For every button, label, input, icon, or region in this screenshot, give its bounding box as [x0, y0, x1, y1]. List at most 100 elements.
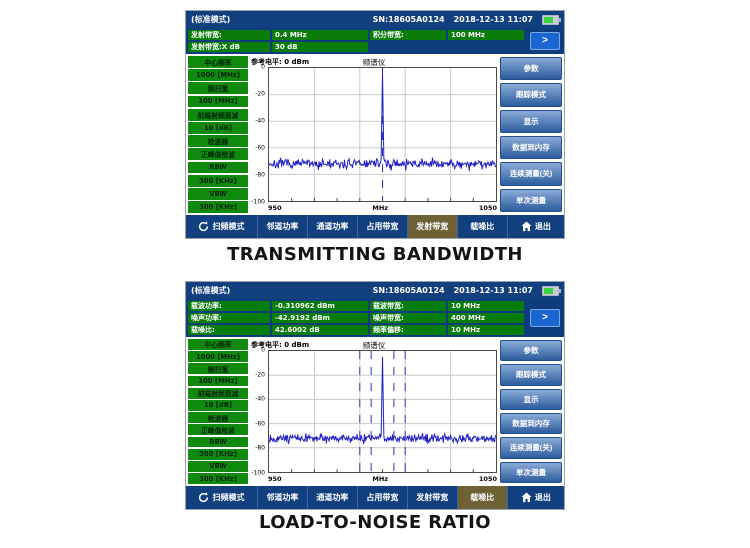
datetime: 2018-12-13 11:07 [453, 15, 533, 24]
channel-power-button[interactable]: 通道功率 [308, 215, 358, 238]
frequency-offset-value: 10 MHz [448, 325, 524, 335]
detector-label[interactable]: 检波器 [188, 412, 248, 423]
spectrum-chart: 参考电平: 0 dBm 频谱仪 0 -20 -40 -60 -80 -100 9… [250, 339, 498, 484]
rf-attenuation-label[interactable]: 前端射频衰减 [188, 387, 248, 399]
titlebar: (标准模式) SN:18605A0124 2018-12-13 11:07 [186, 11, 564, 28]
mode-label: (标准模式) [191, 15, 231, 24]
transmit-bandwidth-button[interactable]: 发射带宽 [407, 215, 458, 238]
softkey-menu: 参数 跟踪模式 显示 数据到内存 连续测量(关) 单次测量 [500, 56, 562, 213]
exit-button[interactable]: 退出 [508, 486, 564, 509]
more-pages-button[interactable]: > [530, 309, 560, 327]
occupied-bandwidth-button[interactable]: 占用带宽 [358, 486, 408, 509]
rbw-label[interactable]: RBW [188, 161, 248, 174]
sweep-mode-button[interactable]: 扫频模式 [186, 215, 258, 238]
detector-label[interactable]: 检波器 [188, 135, 248, 147]
y-tick: -80 [255, 171, 265, 179]
exit-label: 退出 [534, 222, 551, 231]
titlebar-right: SN:18605A0124 2018-12-13 11:07 [373, 14, 561, 25]
y-tick: -60 [255, 144, 265, 152]
reference-level-label: 参考电平: 0 dBm [251, 341, 310, 349]
adjacent-channel-power-button[interactable]: 邻道功率 [258, 215, 308, 238]
x-tick-end: 1050 [478, 203, 497, 212]
y-tick: -100 [251, 198, 265, 206]
vbw-label[interactable]: VBW [188, 188, 248, 200]
carrier-noise-ratio-value: 42.6002 dB [272, 325, 368, 335]
data-to-memory-button[interactable]: 数据到内存 [500, 135, 562, 160]
main-area: 中心频率 1000 [MHz] 频扫宽 100 [MHz] 前端射频衰减 10 … [186, 54, 564, 215]
span-value[interactable]: 100 [MHz] [188, 375, 248, 387]
rf-attenuation-label[interactable]: 前端射频衰减 [188, 108, 248, 121]
channel-power-button[interactable]: 通道功率 [308, 486, 358, 509]
exit-button[interactable]: 退出 [508, 215, 564, 238]
spectrum-chart: 参考电平: 0 dBm 频谱仪 0 -20 -40 -60 -80 -100 9… [250, 56, 498, 213]
x-axis-unit: MHz [372, 203, 389, 212]
trace-mode-button[interactable]: 跟踪模式 [500, 83, 562, 107]
measurement-readouts: 载波功率: -0.310962 dBm 载波带宽: 10 MHz 噪声功率: -… [186, 299, 564, 337]
span-label[interactable]: 频扫宽 [188, 82, 248, 95]
display-button[interactable]: 显示 [500, 388, 562, 410]
center-frequency-value[interactable]: 1000 [MHz] [188, 351, 248, 362]
reference-level-label: 参考电平: 0 dBm [251, 58, 310, 66]
display-button[interactable]: 显示 [500, 109, 562, 133]
transmit-bandwidth-value: 0.4 MHz [272, 30, 368, 40]
span-label[interactable]: 频扫宽 [188, 363, 248, 375]
x-tick-start: 950 [268, 203, 282, 212]
home-icon [521, 492, 532, 503]
transmit-bandwidth-button[interactable]: 发射带宽 [408, 486, 458, 509]
rbw-value[interactable]: 300 [KHz] [188, 174, 248, 187]
y-tick: -80 [255, 444, 265, 452]
chart-title: 频谱仪 [362, 58, 386, 67]
caption-load-to-noise-ratio: LOAD-TO-NOISE RATIO [259, 512, 491, 533]
vbw-value[interactable]: 300 [KHz] [188, 473, 248, 484]
home-icon [521, 221, 532, 232]
params-button[interactable]: 参数 [500, 340, 562, 362]
battery-tip [559, 17, 561, 22]
carrier-power-label: 载波功率: [188, 301, 270, 311]
vbw-label[interactable]: VBW [188, 461, 248, 472]
sweep-mode-label: 扫频模式 [212, 222, 245, 231]
sweep-mode-button[interactable]: 扫频模式 [186, 486, 258, 509]
single-measure-button[interactable]: 单次测量 [500, 188, 562, 212]
spectrum-trace-svg [269, 68, 496, 201]
readout-row: 发射带宽: 0.4 MHz 积分带宽: 100 MHz [188, 30, 524, 40]
more-pages-button[interactable]: > [530, 32, 560, 50]
continuous-measure-button[interactable]: 连续测量(关) [500, 437, 562, 459]
detector-value[interactable]: 正峰值检波 [188, 424, 248, 436]
integration-bandwidth-value: 100 MHz [448, 30, 524, 40]
rf-attenuation-value[interactable]: 10 [dB] [188, 122, 248, 134]
center-frequency-label[interactable]: 中心频率 [188, 56, 248, 68]
battery-icon [542, 14, 561, 25]
y-tick: 0 [261, 63, 265, 71]
y-tick: -40 [255, 117, 265, 125]
titlebar-right: SN:18605A0124 2018-12-13 11:07 [373, 285, 561, 296]
carrier-noise-ratio-button[interactable]: 载噪比 [457, 486, 508, 509]
occupied-bandwidth-button[interactable]: 占用带宽 [358, 215, 408, 238]
sweep-mode-label: 扫频模式 [212, 493, 245, 502]
datetime: 2018-12-13 11:07 [453, 286, 533, 295]
params-button[interactable]: 参数 [500, 57, 562, 81]
trace-mode-button[interactable]: 跟踪模式 [500, 364, 562, 386]
rbw-value[interactable]: 300 [KHz] [188, 448, 248, 460]
readout-row: 噪声功率: -42.9192 dBm 噪声带宽: 400 MHz [188, 313, 524, 323]
y-axis-labels: 0 -20 -40 -60 -80 -100 [251, 63, 268, 206]
parameter-sidebar: 中心频率 1000 [MHz] 频扫宽 100 [MHz] 前端射频衰减 10 … [188, 56, 248, 213]
single-measure-button[interactable]: 单次测量 [500, 461, 562, 483]
noise-power-label: 噪声功率: [188, 313, 270, 323]
xdb-bandwidth-value: 30 dB [272, 42, 368, 52]
span-value[interactable]: 100 [MHz] [188, 95, 248, 108]
battery-icon [542, 285, 561, 296]
center-frequency-label[interactable]: 中心频率 [188, 339, 248, 350]
center-frequency-value[interactable]: 1000 [MHz] [188, 69, 248, 81]
carrier-noise-ratio-button[interactable]: 载噪比 [458, 215, 508, 238]
vbw-value[interactable]: 300 [KHz] [188, 201, 248, 213]
rf-attenuation-value[interactable]: 10 [dB] [188, 400, 248, 411]
detector-value[interactable]: 正峰值检波 [188, 148, 248, 161]
empty-cell [448, 42, 524, 52]
y-tick: -60 [255, 420, 265, 428]
continuous-measure-button[interactable]: 连续测量(关) [500, 162, 562, 186]
spectrum-trace-svg [269, 351, 496, 472]
adjacent-channel-power-button[interactable]: 邻道功率 [258, 486, 308, 509]
rbw-label[interactable]: RBW [188, 436, 248, 448]
data-to-memory-button[interactable]: 数据到内存 [500, 412, 562, 435]
softkey-menu: 参数 跟踪模式 显示 数据到内存 连续测量(关) 单次测量 [500, 339, 562, 484]
